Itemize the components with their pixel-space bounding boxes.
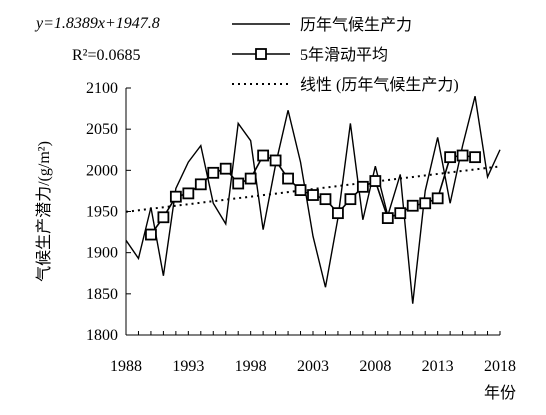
x-tick-label: 1993 xyxy=(172,358,204,375)
moving-average-marker xyxy=(394,207,407,220)
moving-average-marker xyxy=(219,162,232,175)
moving-average-marker xyxy=(406,199,419,212)
legend-marker-moving-average xyxy=(255,48,267,60)
y-tick-label: 2050 xyxy=(86,121,118,138)
x-tick-label: 2018 xyxy=(484,358,516,375)
moving-average-marker xyxy=(444,151,457,164)
moving-average-marker xyxy=(369,175,382,187)
x-tick-label: 2013 xyxy=(422,358,454,375)
moving-average-marker xyxy=(194,178,207,191)
moving-average-marker xyxy=(332,207,344,220)
x-tick-label: 2008 xyxy=(359,358,391,375)
moving-average-marker xyxy=(294,184,307,196)
moving-average-marker xyxy=(282,172,294,185)
x-tick-label: 1988 xyxy=(110,358,142,375)
y-tick-label: 1800 xyxy=(86,327,118,344)
moving-average-marker xyxy=(381,212,394,224)
series-trendline xyxy=(125,165,501,213)
y-axis-title: 气候生产潜力/(g/m²) xyxy=(35,141,53,282)
moving-average-marker xyxy=(431,192,444,205)
moving-average-marker xyxy=(182,187,195,200)
moving-average-marker xyxy=(307,189,319,201)
r-squared-label: R²=0.0685 xyxy=(72,47,141,64)
legend-label-moving-average: 5年滑动平均 xyxy=(300,46,388,64)
moving-average-marker xyxy=(157,211,170,224)
y-tick-label: 1900 xyxy=(86,245,118,262)
x-tick-label: 2003 xyxy=(297,358,329,375)
annotations: y=1.8389x+1947.8 R²=0.0685 xyxy=(34,15,160,64)
legend-label-trendline: 线性 (历年气候生产力) xyxy=(300,76,459,94)
moving-average-marker xyxy=(244,172,257,185)
series-line-annual xyxy=(125,96,501,304)
moving-average-marker xyxy=(344,193,357,206)
tick-labels: 1800 1850 1900 1950 2000 2050 2100 1988 1993 1998… xyxy=(35,80,516,402)
legend-label-annual: 历年气候生产力 xyxy=(300,16,412,34)
x-tick-label: 1998 xyxy=(235,358,267,375)
moving-average-marker xyxy=(356,180,369,193)
axes xyxy=(125,87,501,336)
moving-average-marker xyxy=(269,154,282,167)
series-group xyxy=(125,96,501,304)
y-tick-label: 1850 xyxy=(86,286,118,303)
moving-average-marker xyxy=(419,197,432,210)
moving-average-marker xyxy=(232,177,245,190)
moving-average-marker xyxy=(319,193,332,206)
y-tick-label: 1950 xyxy=(86,204,118,221)
moving-average-marker xyxy=(469,151,481,164)
moving-average-marker xyxy=(207,166,220,179)
y-tick-label: 2100 xyxy=(86,80,118,97)
trend-equation: y=1.8389x+1947.8 xyxy=(34,15,160,32)
moving-average-marker xyxy=(257,149,270,162)
moving-average-marker xyxy=(169,190,182,203)
moving-average-marker xyxy=(145,228,157,241)
moving-average-marker xyxy=(456,149,469,162)
y-tick-label: 2000 xyxy=(86,162,118,179)
x-axis-title: 年份 xyxy=(484,384,516,402)
